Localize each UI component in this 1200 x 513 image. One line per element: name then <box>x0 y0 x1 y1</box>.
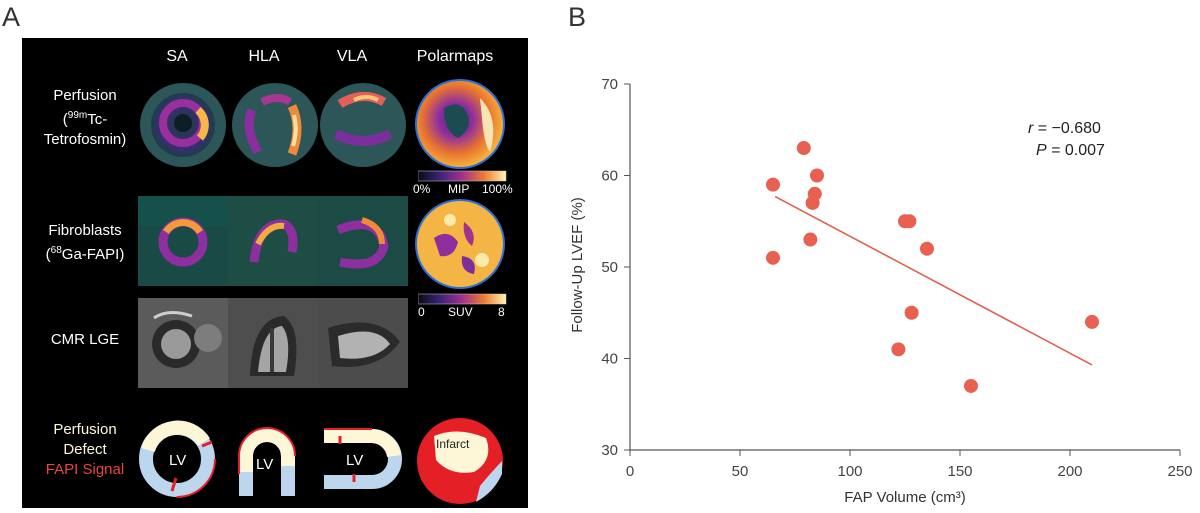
y-axis-label: Follow-Up LVEF (%) <box>569 197 586 333</box>
panel-a-letter: A <box>2 2 21 32</box>
y-tick-label-3: 60 <box>601 168 618 185</box>
schematic-polarmap: Infarct <box>417 418 503 504</box>
perfusion-colorbar-min: 0% <box>413 182 431 196</box>
regression-line <box>774 195 1093 366</box>
y-tick-label-4: 70 <box>601 76 618 93</box>
column-header-sa: SA <box>166 48 188 65</box>
schematic-vla: LV <box>324 428 402 489</box>
x-tick-label-5: 250 <box>1167 463 1192 480</box>
perfusion-polarmap <box>415 79 505 169</box>
lv-label-vla: LV <box>346 452 363 469</box>
fapi-signal-label: FAPI Signal <box>45 461 125 478</box>
correlation-annotation: r = −0.680 <box>1028 120 1101 137</box>
column-header-vla: VLA <box>336 48 368 65</box>
perfusion-vla-image <box>320 83 406 167</box>
x-tick-label-1: 50 <box>732 463 749 480</box>
column-header-hla: HLA <box>248 48 280 65</box>
row-label-perfusion: Perfusion (99mTc- Tetrofosmin) <box>43 87 127 148</box>
x-tick-label-3: 150 <box>947 463 972 480</box>
y-tick-label-2: 50 <box>601 259 618 276</box>
fapi-colorbar-max: 8 <box>498 305 505 319</box>
lv-label-sa: LV <box>169 452 186 469</box>
x-tick-label-2: 100 <box>837 463 862 480</box>
data-point-11 <box>920 241 934 256</box>
column-header-polarmaps: Polarmaps <box>416 48 494 65</box>
x-tick-label-0: 0 <box>626 463 634 480</box>
data-point-10 <box>904 305 919 320</box>
fapi-vla-image <box>318 196 408 286</box>
scatter-chart: 0 50 100 150 200 250 30 40 50 60 70 Follow-Up LVEF… <box>569 76 1193 506</box>
fapi-colorbar <box>418 293 507 305</box>
data-point-0 <box>766 177 780 192</box>
row-label-cmr-lge: CMR LGE <box>50 331 120 348</box>
cmr-vla-image <box>318 298 408 388</box>
p-value-annotation: P = 0.007 <box>1036 142 1105 159</box>
panel-b-letter: B <box>568 2 587 32</box>
imaging-panel: SA HLA VLA Polarmaps Perfusion (99mTc- T… <box>22 38 528 508</box>
row-label-schematic: Perfusion Defect FAPI Signal <box>30 420 140 480</box>
data-point-12 <box>964 378 978 393</box>
perfusion-colorbar <box>418 170 507 182</box>
fapi-colorbar-min: 0 <box>418 305 425 319</box>
data-point-6 <box>810 168 824 183</box>
data-point-7 <box>891 342 906 357</box>
y-tick-label-1: 40 <box>601 351 618 368</box>
cmr-hla-image <box>228 298 318 388</box>
perfusion-colorbar-max: 100% <box>482 182 513 196</box>
scatter-panel: 0 50 100 150 200 250 30 40 50 60 70 Follow-Up LVEF… <box>560 40 1200 513</box>
fapi-hla-image <box>228 196 318 286</box>
data-point-2 <box>796 141 811 156</box>
infarct-label: Infarct <box>436 437 470 451</box>
perfusion-hla-image <box>232 83 318 167</box>
row-label-fibroblasts: Fibroblasts (68Ga-FAPI) <box>45 222 125 263</box>
perfusion-colorbar-mid: MIP <box>448 182 470 196</box>
schematic-hla: LV <box>238 427 296 496</box>
lv-label-hla: LV <box>256 456 273 473</box>
x-axis-label: FAP Volume (cm³) <box>844 489 965 506</box>
schematic-sa: LV <box>138 420 216 498</box>
fapi-polarmap <box>415 199 505 289</box>
data-point-3 <box>803 232 818 247</box>
chart-marks <box>766 141 1099 393</box>
x-tick-label-4: 200 <box>1057 463 1082 480</box>
cmr-sa-image <box>138 298 228 388</box>
data-point-9 <box>902 214 917 229</box>
perfusion-sa-image <box>140 83 226 167</box>
fapi-colorbar-mid: SUV <box>448 305 473 319</box>
data-point-1 <box>766 250 780 265</box>
y-tick-label-0: 30 <box>601 442 618 459</box>
data-point-13 <box>1085 314 1099 329</box>
data-point-5 <box>807 186 822 201</box>
chart-axes: 0 50 100 150 200 250 30 40 50 60 70 <box>601 76 1192 480</box>
fapi-sa-image <box>138 196 228 286</box>
